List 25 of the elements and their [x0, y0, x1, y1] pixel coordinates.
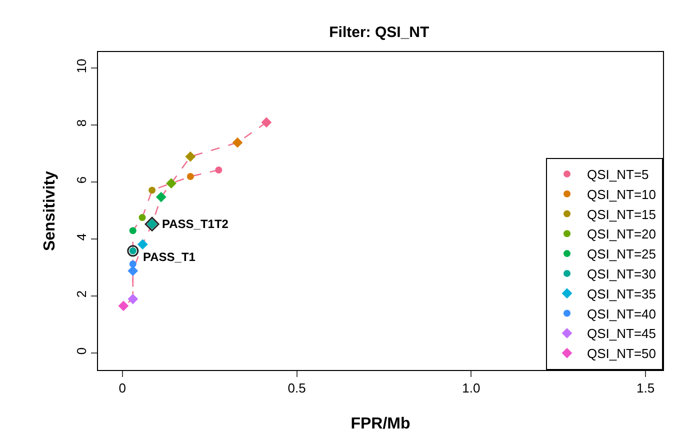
x-axis-title: FPR/Mb [350, 415, 410, 432]
legend-label: QSI_NT=30 [587, 266, 656, 282]
y-tick-label: 2 [74, 290, 89, 298]
legend-label: QSI_NT=10 [587, 186, 656, 202]
x-tick-label: 1.0 [462, 380, 480, 396]
x-tick-label: 0 [118, 380, 126, 396]
y-tick-label: 8 [74, 119, 89, 127]
legend-label: QSI_NT=20 [587, 226, 656, 242]
y-tick-label: 6 [74, 176, 89, 184]
x-tick-label: 0.5 [288, 380, 306, 396]
y-tick-label: 0 [74, 347, 89, 355]
annotation: PASS_T1T2 [162, 217, 229, 231]
legend-label: QSI_NT=40 [587, 306, 656, 322]
legend-label: QSI_NT=35 [587, 286, 656, 302]
legend-label: QSI_NT=45 [587, 326, 656, 342]
chart-title: Filter: QSI_NT [329, 24, 430, 42]
y-tick-label: 4 [74, 233, 89, 241]
legend-label: QSI_NT=15 [587, 206, 656, 222]
y-axis-title: Sensitivity [42, 170, 59, 252]
legend-label: QSI_NT=25 [587, 246, 656, 262]
legend-label: QSI_NT=50 [587, 346, 656, 362]
y-tick-label: 10 [74, 58, 89, 74]
legend-label: QSI_NT=5 [587, 167, 649, 182]
annotation: PASS_T1 [143, 250, 196, 264]
x-tick-label: 1.5 [636, 380, 655, 396]
